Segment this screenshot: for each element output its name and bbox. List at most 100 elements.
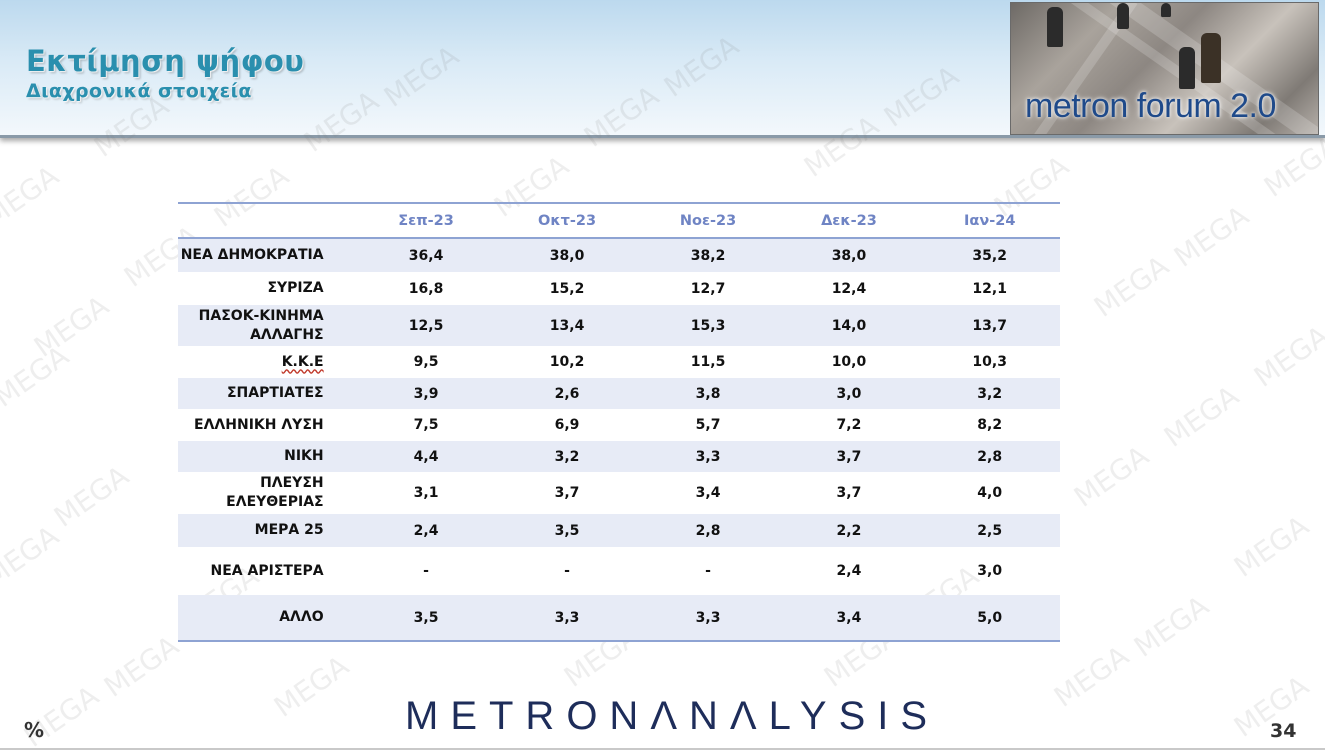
party-name: ΑΛΛΟ bbox=[178, 595, 356, 642]
watermark-text: MEGA bbox=[1088, 249, 1175, 324]
party-name: ΝΙΚΗ bbox=[178, 441, 356, 472]
value-cell: 16,8 bbox=[408, 280, 444, 297]
value-cell: 3,3 bbox=[637, 595, 779, 642]
value-cell: 3,9 bbox=[355, 378, 497, 409]
party-name: ΝΕΑ ΑΡΙΣΤΕΡΑ bbox=[210, 562, 324, 579]
value-cell: 15,3 bbox=[637, 305, 779, 346]
value-cell: 35,2 bbox=[919, 238, 1060, 272]
value-cell: 38,0 bbox=[778, 238, 920, 272]
value-cell: 3,2 bbox=[496, 441, 638, 472]
value-cell: 12,4 bbox=[831, 280, 867, 297]
value-cell: 2,6 bbox=[496, 378, 638, 409]
value-cell: 10,2 bbox=[549, 354, 585, 370]
table-header-cell: Νοε-23 bbox=[637, 202, 779, 239]
value-cell: 3,4 bbox=[778, 595, 920, 642]
table-row: ΣΥΡΙΖΑ 16,8 15,2 12,7 12,4 12,1 bbox=[178, 272, 1060, 305]
watermark-text: MEGA bbox=[1258, 129, 1325, 204]
watermark-text: MEGA bbox=[0, 159, 65, 234]
page-title: Εκτίμηση ψήφου bbox=[26, 44, 305, 78]
table-row: ΝΙΚΗ 4,4 3,2 3,3 3,7 2,8 bbox=[178, 441, 1060, 472]
party-name-text: Κ.Κ.Ε bbox=[281, 353, 324, 370]
value-cell: 2,4 bbox=[355, 514, 497, 547]
party-name: ΜΕΡΑ 25 bbox=[178, 514, 356, 547]
brand-metron: METRON bbox=[405, 694, 651, 738]
value-cell: 5,0 bbox=[919, 595, 1060, 642]
value-cell: 13,4 bbox=[496, 305, 638, 346]
vote-estimate-table: Σεπ-23 Οκτ-23 Νοε-23 Δεκ-23 Ιαν-24 ΝΕΑ Δ… bbox=[178, 202, 1060, 642]
watermark-text: MEGA bbox=[1228, 509, 1315, 584]
value-cell: 9,5 bbox=[413, 354, 439, 370]
watermark-text: MEGA bbox=[268, 649, 355, 724]
value-cell: 5,7 bbox=[695, 417, 721, 433]
value-cell: 10,0 bbox=[831, 354, 867, 370]
value-cell: 4,0 bbox=[977, 485, 1003, 501]
value-cell: 2,4 bbox=[836, 563, 862, 579]
table-row: ΝΕΑ ΔΗΜΟΚΡΑΤΙΑ 36,4 38,0 38,2 38,0 35,2 bbox=[178, 238, 1060, 272]
party-name: ΣΥΡΙΖΑ bbox=[267, 280, 324, 297]
watermark-text: MEGA bbox=[98, 629, 185, 704]
watermark-text: MEGA bbox=[1128, 589, 1215, 664]
party-name: ΝΕΑ ΔΗΜΟΚΡΑΤΙΑ bbox=[178, 238, 356, 272]
table-row: ΣΠΑΡΤΙΑΤΕΣ 3,9 2,6 3,8 3,0 3,2 bbox=[178, 378, 1060, 409]
unit-label: % bbox=[24, 718, 45, 742]
metron-analysis-logo: METRONΛNΛLYSIS bbox=[405, 694, 939, 739]
table-row: ΕΛΛΗΝΙΚΗ ΛΥΣΗ 7,5 6,9 5,7 7,2 8,2 bbox=[178, 409, 1060, 441]
value-cell: - bbox=[564, 563, 570, 579]
table-header-cell: Οκτ-23 bbox=[496, 202, 638, 239]
value-cell: 2,2 bbox=[778, 514, 920, 547]
value-cell: 3,0 bbox=[778, 378, 920, 409]
value-cell: 3,3 bbox=[637, 441, 779, 472]
value-cell: 15,2 bbox=[549, 280, 585, 297]
party-name: ΠΛΕΥΣΗ ΕΛΕΥΘΕΡΙΑΣ bbox=[226, 475, 324, 510]
brand-analysis: ΛNΛLYSIS bbox=[650, 694, 940, 738]
value-cell: 3,7 bbox=[778, 441, 920, 472]
metron-forum-logo: metron forum 2.0 bbox=[1010, 2, 1319, 135]
watermark-text: MEGA bbox=[28, 289, 115, 364]
logo-text: metron forum 2.0 bbox=[1025, 87, 1276, 125]
table-row: ΜΕΡΑ 25 2,4 3,5 2,8 2,2 2,5 bbox=[178, 514, 1060, 547]
value-cell: 3,8 bbox=[637, 378, 779, 409]
value-cell: 10,3 bbox=[972, 354, 1007, 370]
value-cell: 11,5 bbox=[690, 354, 726, 370]
value-cell: 7,5 bbox=[413, 417, 439, 433]
value-cell: 2,8 bbox=[919, 441, 1060, 472]
value-cell: 12,1 bbox=[972, 280, 1007, 297]
value-cell: 12,7 bbox=[690, 280, 726, 297]
value-cell: 3,7 bbox=[554, 485, 580, 501]
party-name: ΕΛΛΗΝΙΚΗ ΛΥΣΗ bbox=[194, 416, 324, 433]
value-cell: 8,2 bbox=[977, 417, 1003, 433]
value-cell: 3,3 bbox=[496, 595, 638, 642]
watermark-text: MEGA bbox=[18, 679, 105, 754]
value-cell: 3,7 bbox=[836, 485, 862, 501]
party-name: ΠΑΣΟΚ-ΚΙΝΗΜΑ ΑΛΛΑΓΗΣ bbox=[178, 305, 356, 346]
page-subtitle: Διαχρονικά στοιχεία bbox=[26, 80, 252, 102]
value-cell: 3,0 bbox=[977, 563, 1003, 579]
table-row: ΑΛΛΟ 3,5 3,3 3,3 3,4 5,0 bbox=[178, 595, 1060, 642]
value-cell: 14,0 bbox=[778, 305, 920, 346]
table-header-row: Σεπ-23 Οκτ-23 Νοε-23 Δεκ-23 Ιαν-24 bbox=[178, 202, 1060, 239]
page-number: 34 bbox=[1270, 720, 1297, 742]
watermark-text: MEGA bbox=[1168, 199, 1255, 274]
party-name: Κ.Κ.Ε bbox=[178, 346, 356, 378]
table-row: ΝΕΑ ΑΡΙΣΤΕΡΑ - - - 2,4 3,0 bbox=[178, 547, 1060, 595]
watermark-text: MEGA bbox=[1158, 379, 1245, 454]
value-cell: 3,5 bbox=[355, 595, 497, 642]
table-header-cell: Σεπ-23 bbox=[355, 202, 497, 239]
value-cell: 38,2 bbox=[637, 238, 779, 272]
value-cell: 7,2 bbox=[836, 417, 862, 433]
table-row: ΠΛΕΥΣΗ ΕΛΕΥΘΕΡΙΑΣ 3,1 3,7 3,4 3,7 4,0 bbox=[178, 472, 1060, 514]
watermark-text: MEGA bbox=[1068, 439, 1155, 514]
value-cell: 6,9 bbox=[554, 417, 580, 433]
footer-divider bbox=[0, 748, 1325, 750]
watermark-text: MEGA bbox=[1248, 319, 1325, 394]
value-cell: 13,7 bbox=[919, 305, 1060, 346]
watermark-text: MEGA bbox=[0, 339, 75, 414]
value-cell: 3,4 bbox=[695, 485, 721, 501]
value-cell: 38,0 bbox=[496, 238, 638, 272]
table-header-cell: Ιαν-24 bbox=[919, 202, 1060, 239]
party-name: ΣΠΑΡΤΙΑΤΕΣ bbox=[178, 378, 356, 409]
value-cell: 36,4 bbox=[355, 238, 497, 272]
value-cell: 2,5 bbox=[919, 514, 1060, 547]
watermark-text: MEGA bbox=[1048, 639, 1135, 714]
value-cell: 2,8 bbox=[637, 514, 779, 547]
